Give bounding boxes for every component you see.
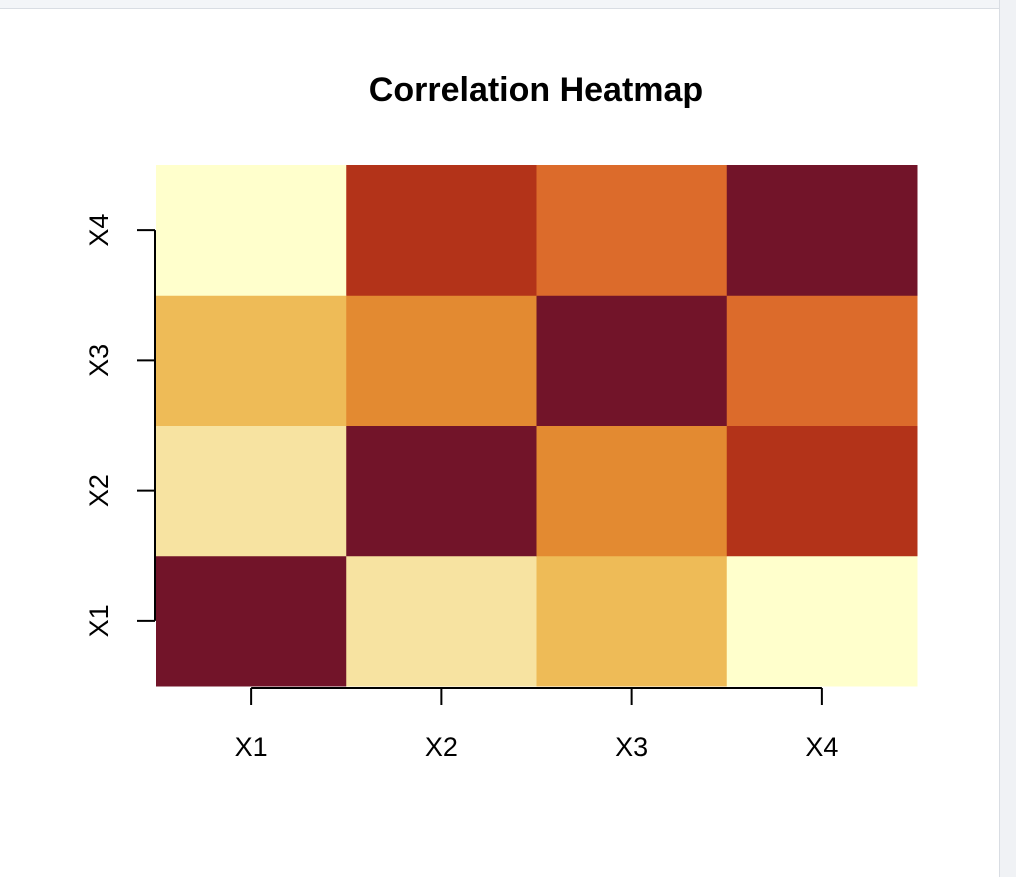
x-tick-label-x3: X3 xyxy=(615,732,648,762)
heatmap-cell-x1-x4 xyxy=(726,555,918,687)
heatmap-cell-x3-x4 xyxy=(726,295,918,426)
heatmap-cell-x1-x2 xyxy=(346,555,537,687)
heatmap-cell-x3-x1 xyxy=(156,295,347,426)
x-axis: X1 X2 X3 X4 xyxy=(235,687,838,762)
chart-title: Correlation Heatmap xyxy=(369,71,703,109)
heatmap-cell-x3-x3 xyxy=(536,295,728,426)
heatmap-cell-x3-x2 xyxy=(346,295,537,426)
x-tick-label-x2: X2 xyxy=(425,732,458,762)
heatmap-cell-x2-x4 xyxy=(726,425,918,557)
heatmap-cell-x2-x1 xyxy=(156,425,347,557)
y-tick-label-x4: X4 xyxy=(84,214,114,247)
heatmap-cell-x1-x1 xyxy=(156,555,347,687)
heatmap-cell-x2-x2 xyxy=(346,425,537,557)
y-tick-label-x1: X1 xyxy=(84,604,114,637)
heatmap-cell-x4-x3 xyxy=(536,165,728,296)
window-right-edge xyxy=(999,0,1016,877)
y-tick-label-x3: X3 xyxy=(84,344,114,377)
y-tick-label-x2: X2 xyxy=(84,474,114,507)
heatmap-cell-x4-x2 xyxy=(346,165,537,296)
heatmap-cell-x4-x1 xyxy=(156,165,347,296)
heatmap-cell-x4-x4 xyxy=(726,165,918,296)
x-tick-label-x4: X4 xyxy=(805,732,838,762)
browser-top-strip xyxy=(0,0,1000,9)
heatmap-cell-x2-x3 xyxy=(536,425,728,557)
heatmap-cell-x1-x3 xyxy=(536,555,728,687)
y-axis: X1 X2 X3 X4 xyxy=(84,214,156,637)
heatmap-cells xyxy=(156,165,918,687)
x-tick-label-x1: X1 xyxy=(235,732,268,762)
